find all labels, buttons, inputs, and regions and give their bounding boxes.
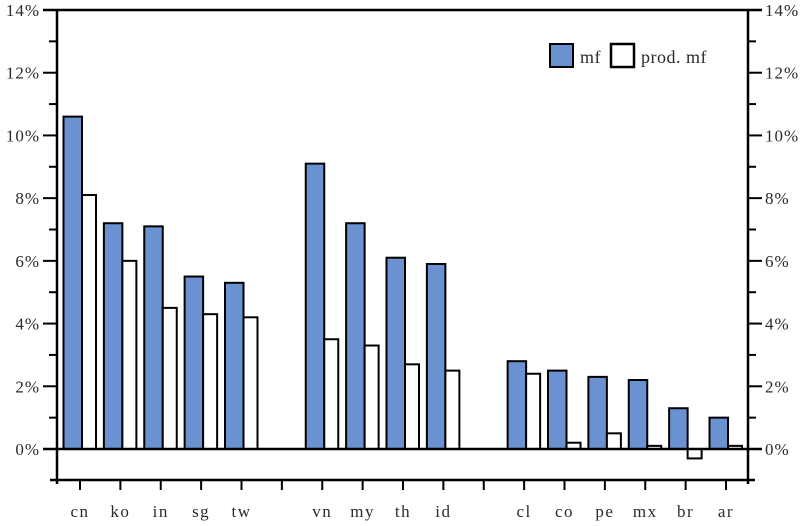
legend: mf prod. mf <box>549 42 707 69</box>
y-tick-label-right-12: 12% <box>765 64 799 83</box>
x-tick-label-id: id <box>435 502 451 521</box>
x-tick-label-my: my <box>350 502 375 521</box>
bar-prod-mf-my <box>363 344 380 450</box>
x-tick-label-mx: mx <box>633 502 658 521</box>
y-tick-label-right-6: 6% <box>765 252 790 271</box>
y-tick-label-left-6: 6% <box>15 252 40 271</box>
y-tick-label-left-10: 10% <box>6 126 40 145</box>
bar-prod-mf-pe <box>605 432 622 451</box>
y-tick-label-left-4: 4% <box>15 315 40 334</box>
bar-mf-ko <box>102 222 124 450</box>
bar-prod-mf-th <box>404 363 420 451</box>
bar-prod-mf-sg <box>202 313 219 450</box>
x-tick-label-in: in <box>153 502 169 521</box>
bar-mf-tw <box>224 281 245 450</box>
y-tick-label-left-8: 8% <box>15 189 40 208</box>
x-tick-label-cn: cn <box>70 502 89 521</box>
y-tick-label-left-2: 2% <box>15 377 40 396</box>
y-tick-label-right-8: 8% <box>765 189 790 208</box>
bar-mf-id <box>425 262 447 450</box>
y-tick-label-left-12: 12% <box>6 64 40 83</box>
bar-mf-sg <box>183 275 205 450</box>
bar-prod-mf-cn <box>81 194 97 450</box>
bar-prod-mf-id <box>444 369 461 451</box>
y-tick-label-left-14: 14% <box>6 1 40 20</box>
legend-swatch-mf <box>549 43 574 68</box>
bar-mf-th <box>385 256 406 450</box>
bar-mf-my <box>345 222 366 450</box>
x-tick-label-tw: tw <box>232 502 252 521</box>
bar-mf-cn <box>62 115 83 450</box>
bar-prod-mf-in <box>161 306 178 450</box>
x-tick-label-sg: sg <box>192 502 210 521</box>
bar-mf-br <box>668 407 689 451</box>
x-tick-label-pe: pe <box>595 502 614 521</box>
bar-prod-mf-vn <box>323 338 340 450</box>
bar-prod-mf-tw <box>242 316 259 450</box>
x-tick-label-vn: vn <box>312 502 332 521</box>
legend-label-mf: mf <box>580 47 601 67</box>
bar-mf-mx <box>627 379 649 450</box>
bar-prod-mf-cl <box>525 372 542 450</box>
x-tick-label-co: co <box>555 502 574 521</box>
bar-mf-pe <box>587 375 608 450</box>
y-tick-label-right-4: 4% <box>765 315 790 334</box>
x-tick-label-ko: ko <box>110 502 130 521</box>
legend-label-prod-mf: prod. mf <box>641 47 707 67</box>
y-tick-label-right-2: 2% <box>765 377 790 396</box>
bar-mf-co <box>547 369 568 451</box>
bar-prod-mf-ko <box>121 259 138 450</box>
bar-prod-mf-br <box>686 448 703 460</box>
x-tick-label-cl: cl <box>516 502 531 521</box>
y-tick-label-left-0: 0% <box>15 440 40 459</box>
y-tick-label-right-0: 0% <box>765 440 790 459</box>
bar-mf-in <box>143 225 164 450</box>
x-tick-label-ar: ar <box>718 502 734 521</box>
legend-swatch-prod-mf <box>609 42 636 69</box>
bar-mf-vn <box>304 162 326 450</box>
bar-mf-ar <box>708 416 729 450</box>
bar-mf-cl <box>506 360 528 451</box>
y-tick-label-right-10: 10% <box>765 126 799 145</box>
y-tick-label-right-14: 14% <box>765 1 799 20</box>
x-tick-label-br: br <box>677 502 694 521</box>
x-tick-label-th: th <box>395 502 411 521</box>
